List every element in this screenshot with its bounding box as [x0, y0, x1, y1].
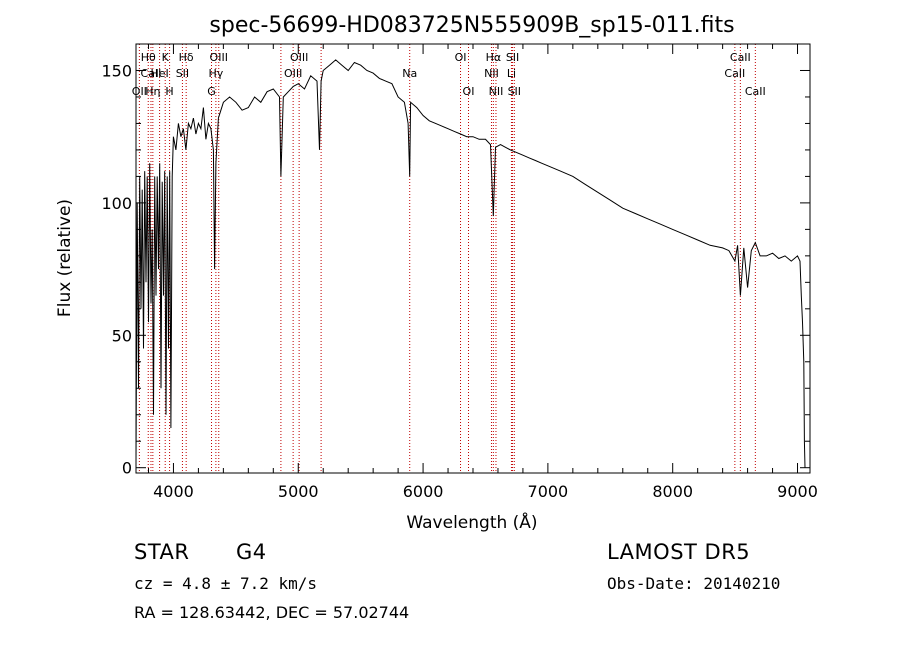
- line-label-6: Hδ: [179, 51, 194, 64]
- line-label-0: Hθ: [141, 51, 156, 64]
- line-label-8: H: [165, 85, 173, 98]
- line-label-16: OI: [463, 85, 475, 98]
- x-tick-label: 9000: [777, 482, 818, 501]
- y-tick-label: 150: [101, 61, 132, 80]
- line-label-4: HeI: [150, 67, 168, 80]
- line-label-14: Na: [402, 67, 417, 80]
- line-label-17: Hα: [486, 51, 502, 64]
- object-type: STAR: [134, 540, 190, 564]
- line-label-25: CaII: [745, 85, 766, 98]
- axis-ticks: 4000 5000 6000 7000 8000 9000 0 50 100 150: [101, 44, 818, 501]
- chart-title: spec-56699-HD083725N555909B_sp15-011.fit…: [209, 13, 734, 38]
- observation-date: Obs-Date: 20140210: [607, 574, 781, 593]
- spectrum-line: [135, 59, 806, 468]
- y-tick-label: 0: [122, 459, 132, 478]
- line-label-23: CaII: [730, 51, 751, 64]
- survey-name: LAMOST DR5: [607, 540, 751, 564]
- line-label-12: OIII: [290, 51, 308, 64]
- x-tick-label: 4000: [153, 482, 194, 501]
- plot-frame: [135, 43, 811, 474]
- line-label-9: OIII: [210, 51, 228, 64]
- line-label-19: NII: [484, 67, 499, 80]
- x-tick-label: 5000: [278, 482, 319, 501]
- spectrum-series: [135, 59, 806, 468]
- redshift-cz: cz = 4.8 ± 7.2 km/s: [134, 574, 318, 593]
- line-label-10: Hγ: [208, 67, 223, 80]
- line-label-22: SII: [508, 85, 521, 98]
- spectral-subclass: G4: [236, 540, 267, 564]
- line-label-13: OIII: [284, 67, 302, 80]
- line-label-15: OI: [455, 51, 467, 64]
- x-tick-label: 6000: [403, 482, 444, 501]
- line-markers: [138, 44, 756, 473]
- line-label-18: SII: [506, 51, 519, 64]
- line-label-7: SII: [176, 67, 189, 80]
- line-label-24: CaII: [724, 67, 745, 80]
- line-label-20: Li: [507, 67, 516, 80]
- line-label-2: OII: [132, 85, 147, 98]
- line-label-5: Hη: [145, 85, 160, 98]
- line-label-21: NII: [489, 85, 504, 98]
- line-label-3: K: [162, 51, 170, 64]
- y-axis-label: Flux (relative): [55, 199, 75, 317]
- x-tick-label: 7000: [528, 482, 569, 501]
- line-label-1: CaII: [141, 67, 162, 80]
- y-tick-label: 100: [101, 194, 132, 213]
- x-tick-label: 8000: [652, 482, 693, 501]
- coordinates: RA = 128.63442, DEC = 57.02744: [134, 603, 410, 622]
- y-tick-label: 50: [112, 326, 132, 345]
- line-label-11: G: [207, 85, 216, 98]
- x-axis-label: Wavelength (Å): [406, 511, 537, 533]
